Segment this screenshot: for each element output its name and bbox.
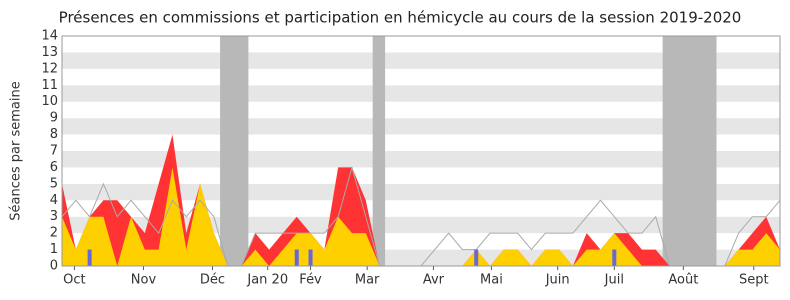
- y-tick-label: 1: [50, 242, 58, 257]
- y-tick-label: 13: [41, 45, 58, 60]
- x-tick-label: Nov: [131, 273, 157, 288]
- bar: [308, 249, 313, 266]
- bar: [474, 249, 479, 266]
- y-tick-label: 10: [41, 94, 58, 109]
- y-tick-label: 5: [50, 176, 58, 191]
- y-tick-label: 7: [50, 144, 58, 159]
- y-tick-label: 9: [50, 111, 58, 126]
- y-tick-label: 6: [50, 160, 58, 175]
- y-tick-label: 4: [50, 193, 58, 208]
- y-tick-label: 3: [50, 209, 58, 224]
- bar: [87, 249, 92, 266]
- shaded-period: [220, 36, 249, 266]
- bar: [612, 249, 617, 266]
- y-tick-label: 2: [50, 226, 58, 241]
- x-tick-label: Juil: [604, 273, 624, 288]
- bar: [294, 249, 299, 266]
- y-tick-label: 0: [50, 259, 58, 274]
- x-tick-label: Fév: [299, 273, 322, 288]
- shaded-period: [662, 36, 717, 266]
- x-tick-label: Mai: [480, 273, 503, 288]
- y-tick-label: 8: [50, 127, 58, 142]
- y-tick-label: 12: [41, 61, 58, 76]
- x-tick-label: Oct: [63, 273, 85, 288]
- y-tick-label: 11: [41, 78, 58, 93]
- x-tick-label: Juin: [545, 273, 570, 288]
- shaded-period: [372, 36, 386, 266]
- area: [62, 167, 780, 266]
- x-tick-label: Déc: [200, 273, 225, 288]
- x-tick-label: Sept: [739, 273, 769, 288]
- x-tick-label: Jan 20: [246, 273, 288, 288]
- y-tick-label: 14: [41, 29, 58, 44]
- chart-title: Présences en commissions et participatio…: [59, 9, 742, 27]
- x-tick-label: Août: [668, 273, 698, 288]
- y-axis-label: Séances par semaine: [9, 81, 24, 220]
- x-tick-label: Avr: [423, 273, 445, 288]
- x-tick-label: Mar: [355, 273, 380, 288]
- plot-frame: [61, 35, 781, 267]
